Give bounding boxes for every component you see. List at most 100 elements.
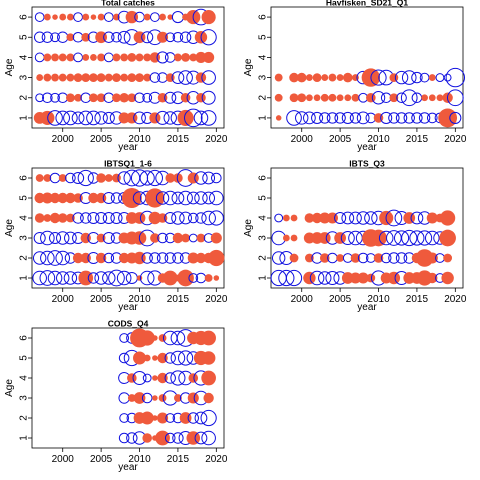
panel-title: IBTSQ1_1-6 — [104, 159, 152, 169]
x-tick-label: 2015 — [406, 294, 429, 305]
bubble-negative — [334, 112, 346, 124]
bubble-negative — [170, 350, 186, 366]
bubble-positive — [118, 112, 130, 124]
y-tick-label: 6 — [19, 175, 30, 181]
bubble-positive — [143, 53, 152, 62]
bubble-positive — [157, 31, 169, 43]
bubble-positive — [82, 54, 90, 61]
panel-4: IBTS_Q3 2000 2005 2010 2015 2020 1 2 3 4 5 6 year Age — [243, 159, 467, 314]
bubble-negative — [286, 110, 302, 126]
y-tick-label: 6 — [258, 175, 269, 181]
bubble-positive — [72, 252, 84, 264]
bubble-negative — [385, 209, 403, 227]
bubble-positive — [152, 375, 158, 381]
bubble-negative — [378, 230, 394, 246]
bubble-positive — [157, 372, 168, 384]
bubble-negative — [108, 269, 125, 287]
bubble-positive — [73, 73, 83, 82]
bubble-negative — [117, 171, 131, 185]
bubble-positive — [387, 271, 401, 285]
bubble-positive — [204, 274, 213, 282]
bubble-positive — [36, 74, 44, 81]
bubble-negative — [201, 210, 216, 226]
x-tick-label: 2015 — [167, 294, 190, 305]
x-tick-label: 2005 — [90, 294, 113, 305]
bubble-negative — [395, 252, 408, 264]
bubble-positive — [336, 74, 344, 81]
x-tick-label: 2005 — [329, 294, 352, 305]
bubble-positive — [66, 53, 75, 62]
bubble-positive — [136, 275, 143, 281]
bubble-positive — [34, 192, 45, 204]
bubble-negative — [40, 230, 55, 246]
y-tick-label: 1 — [19, 115, 30, 121]
bubble-negative — [356, 111, 370, 125]
bubble-negative — [149, 12, 160, 22]
bubble-negative — [80, 212, 92, 224]
bubble-negative — [341, 111, 354, 124]
bubble-negative — [419, 72, 430, 83]
bubble-negative — [156, 252, 169, 264]
bubble-positive — [321, 74, 329, 81]
y-tick-label: 1 — [258, 115, 269, 121]
y-tick-label: 2 — [258, 255, 269, 261]
y-tick-label: 2 — [19, 255, 30, 261]
bubble-positive — [41, 192, 53, 204]
bubble-positive — [162, 270, 178, 286]
bubble-negative — [200, 110, 217, 126]
bubble-positive — [328, 73, 337, 82]
y-tick-label: 4 — [258, 215, 269, 221]
bubble-negative — [87, 211, 100, 225]
bubble-negative — [410, 211, 424, 225]
bubble-negative — [77, 169, 94, 187]
bubble-positive — [373, 253, 384, 263]
bubble-positive — [196, 233, 206, 243]
y-tick-label: 5 — [19, 195, 30, 201]
bubble-positive — [43, 13, 51, 21]
bubble-positive — [133, 392, 146, 404]
bubble-positive — [201, 370, 216, 386]
bubble-negative — [357, 252, 369, 264]
bubble-positive — [57, 213, 68, 223]
bubble-negative — [393, 230, 410, 246]
bubble-negative — [424, 230, 440, 246]
bubble-positive — [165, 173, 176, 183]
y-axis-label: Age — [4, 379, 15, 397]
bubble-positive — [274, 73, 283, 82]
bubble-negative — [155, 110, 170, 125]
bubble-positive — [318, 232, 331, 244]
bubble-negative — [164, 211, 177, 225]
bubble-negative — [349, 112, 362, 124]
bubble-positive — [148, 211, 162, 225]
bubble-negative — [446, 89, 464, 107]
x-tick-label: 2000 — [291, 294, 314, 305]
bubble-positive — [35, 174, 44, 182]
y-tick-label: 4 — [258, 54, 269, 60]
bubble-negative — [334, 211, 347, 225]
bubble-positive — [181, 233, 190, 243]
y-tick-label: 4 — [19, 375, 30, 381]
bubble-positive — [213, 275, 220, 281]
bubble-positive — [143, 354, 151, 362]
bubble-negative — [94, 271, 108, 285]
bubble-negative — [364, 211, 378, 225]
bubble-negative — [102, 231, 115, 245]
bubble-positive — [417, 270, 433, 286]
bubble-negative — [55, 250, 71, 266]
bubble-positive — [81, 73, 91, 82]
bubble-negative — [201, 70, 216, 85]
bubble-positive — [90, 54, 97, 61]
bubble-positive — [290, 234, 298, 242]
bubble-positive — [439, 229, 456, 247]
bubble-negative — [326, 112, 339, 124]
bubble-negative — [187, 412, 199, 424]
bubble-positive — [289, 93, 299, 103]
bubble-negative — [132, 371, 147, 385]
bubble-negative — [164, 372, 176, 384]
bubble-negative — [103, 52, 114, 63]
bubble-negative — [201, 90, 216, 105]
bubble-negative — [102, 211, 115, 225]
bubble-positive — [95, 252, 107, 264]
bubble-negative — [118, 432, 130, 444]
bubble-negative — [155, 191, 170, 205]
